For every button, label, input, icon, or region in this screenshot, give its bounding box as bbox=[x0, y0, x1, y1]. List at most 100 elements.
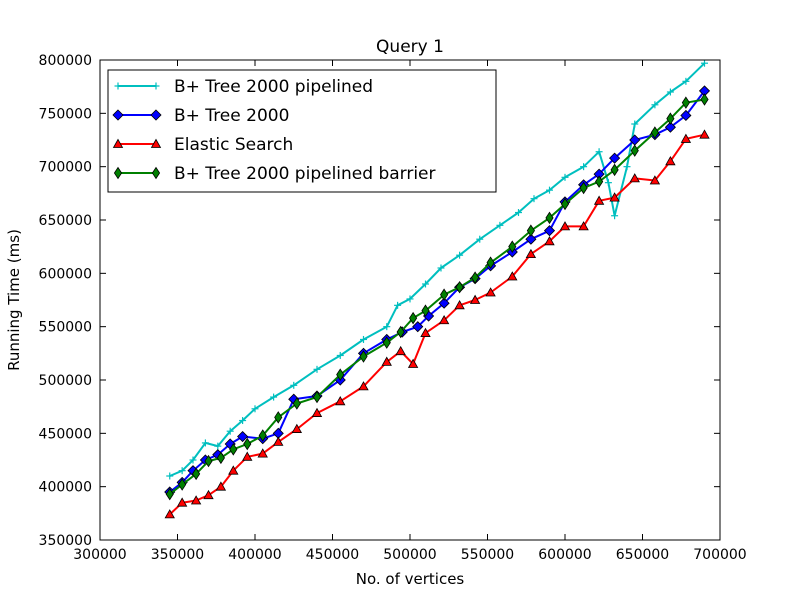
data-point bbox=[631, 120, 639, 128]
series-4 bbox=[165, 93, 709, 501]
x-tick-label: 600000 bbox=[538, 547, 591, 563]
data-point bbox=[395, 345, 406, 356]
y-tick-label: 800000 bbox=[39, 53, 92, 69]
legend-box bbox=[107, 69, 497, 193]
data-point bbox=[270, 393, 278, 401]
data-point bbox=[651, 101, 659, 109]
data-point bbox=[561, 173, 569, 181]
data-point bbox=[682, 77, 690, 85]
x-tick-label: 300000 bbox=[73, 547, 126, 563]
data-point bbox=[595, 175, 604, 188]
y-tick-label: 400000 bbox=[39, 480, 92, 496]
data-point bbox=[258, 429, 267, 442]
data-point bbox=[595, 148, 603, 156]
x-tick-label: 350000 bbox=[151, 547, 204, 563]
data-point bbox=[609, 192, 620, 202]
data-point bbox=[192, 467, 201, 481]
data-point bbox=[421, 304, 430, 317]
data-point bbox=[336, 368, 345, 381]
data-point bbox=[164, 509, 175, 519]
data-point bbox=[215, 481, 227, 491]
x-tick-label: 700000 bbox=[693, 547, 746, 563]
data-point bbox=[412, 321, 424, 333]
data-point bbox=[681, 96, 690, 109]
x-tick-label: 550000 bbox=[461, 547, 514, 563]
data-point bbox=[578, 221, 589, 231]
data-point bbox=[701, 59, 708, 67]
data-point bbox=[650, 126, 659, 139]
data-point bbox=[409, 311, 418, 325]
data-point bbox=[358, 381, 369, 391]
data-point bbox=[525, 233, 537, 245]
data-point bbox=[214, 442, 222, 450]
data-point bbox=[251, 405, 259, 413]
y-tick-label: 600000 bbox=[39, 266, 92, 282]
y-tick-label: 550000 bbox=[39, 320, 92, 336]
data-point bbox=[422, 280, 429, 288]
data-point bbox=[543, 225, 556, 237]
data-point bbox=[274, 411, 283, 424]
data-point bbox=[150, 109, 162, 121]
data-point bbox=[407, 358, 419, 368]
legend-entry: B+ Tree 2000 pipelined bbox=[114, 77, 373, 97]
legend-entry: B+ Tree 2000 pipelined barrier bbox=[113, 164, 436, 184]
x-axis-title: No. of vertices bbox=[356, 570, 465, 588]
data-point bbox=[593, 195, 605, 205]
data-point bbox=[680, 133, 692, 143]
legend-label: B+ Tree 2000 pipelined barrier bbox=[174, 164, 436, 184]
data-point bbox=[381, 356, 392, 366]
data-point bbox=[229, 443, 238, 456]
data-point bbox=[611, 212, 619, 220]
data-point bbox=[610, 163, 619, 177]
data-point bbox=[454, 300, 465, 310]
data-point bbox=[560, 197, 570, 211]
data-point bbox=[406, 295, 414, 303]
y-tick-label: 500000 bbox=[39, 373, 92, 389]
data-point bbox=[440, 288, 449, 301]
y-axis-title: Running Time (ms) bbox=[5, 229, 23, 371]
data-point bbox=[273, 436, 284, 446]
data-point bbox=[437, 264, 445, 272]
data-point bbox=[471, 271, 480, 284]
data-point bbox=[629, 173, 640, 183]
data-point bbox=[311, 407, 323, 417]
data-point bbox=[604, 179, 612, 187]
y-tick-label: 350000 bbox=[39, 533, 92, 549]
data-point bbox=[360, 335, 367, 343]
series-layer bbox=[164, 59, 711, 519]
x-tick-label: 650000 bbox=[616, 547, 669, 563]
y-tick-label: 450000 bbox=[39, 426, 92, 442]
data-point bbox=[382, 336, 391, 349]
data-point bbox=[420, 327, 431, 337]
data-point bbox=[242, 451, 253, 461]
data-point bbox=[508, 240, 517, 253]
y-tick-label: 750000 bbox=[39, 106, 92, 122]
data-point bbox=[151, 166, 161, 180]
data-point bbox=[580, 163, 588, 171]
data-point bbox=[112, 138, 124, 148]
data-point bbox=[530, 195, 538, 203]
data-point bbox=[239, 417, 247, 425]
data-point bbox=[700, 93, 709, 106]
data-point bbox=[476, 235, 484, 243]
data-point bbox=[546, 186, 553, 194]
data-point bbox=[666, 88, 674, 96]
legend-label: B+ Tree 2000 pipelined bbox=[174, 77, 373, 97]
data-point bbox=[559, 221, 571, 231]
data-point bbox=[699, 129, 710, 139]
data-point bbox=[112, 109, 124, 121]
data-point bbox=[469, 294, 481, 304]
data-point bbox=[515, 209, 522, 217]
data-point bbox=[152, 82, 160, 90]
series-1 bbox=[166, 59, 708, 480]
data-point bbox=[496, 221, 504, 229]
data-point bbox=[204, 454, 213, 468]
data-point bbox=[226, 427, 234, 435]
data-point bbox=[113, 166, 123, 180]
x-tick-label: 400000 bbox=[228, 547, 281, 563]
data-point bbox=[438, 314, 450, 325]
data-point bbox=[203, 489, 214, 500]
data-point bbox=[176, 497, 188, 507]
data-point bbox=[189, 456, 197, 464]
